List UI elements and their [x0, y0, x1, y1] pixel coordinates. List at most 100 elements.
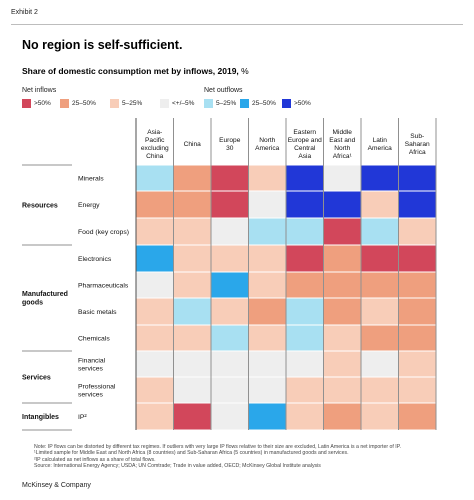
heatmap-cell [360, 164, 399, 192]
legend-swatch [160, 98, 169, 108]
heatmap-cell [210, 324, 249, 352]
legend-swatch [22, 98, 31, 108]
heatmap-cell [248, 164, 287, 192]
chart-title: No region is self-sufficient. [22, 38, 183, 52]
heatmap-cell [360, 350, 399, 378]
heatmap-cell [210, 244, 249, 273]
legend-swatch [60, 98, 69, 108]
row-label: Financial services [78, 357, 106, 372]
heatmap-cell [323, 217, 362, 246]
heatmap-cell [248, 217, 287, 246]
row-label: Professional services [78, 383, 116, 398]
heatmap-cell [323, 271, 362, 299]
heatmap-cell [173, 244, 212, 273]
footnote-note: Note: IP flows can be distorted by diffe… [34, 444, 401, 450]
heatmap-cell [398, 190, 437, 219]
heatmap-cell [210, 164, 249, 192]
heatmap-cell [285, 402, 324, 431]
heatmap-cell [135, 402, 174, 431]
legend-label: >50% [34, 99, 51, 107]
heatmap-cell [323, 190, 362, 219]
column-header: Middle East and North Africa¹ [329, 129, 355, 160]
heatmap-cell [173, 217, 212, 246]
footnotes: Note: IP flows can be distorted by diffe… [34, 444, 454, 470]
heatmap-cell [173, 190, 212, 219]
heatmap-cell [173, 376, 212, 404]
heatmap-cell [210, 297, 249, 326]
group-label: Resources [22, 202, 58, 209]
heatmap-cell [173, 271, 212, 299]
heatmap-cell [248, 271, 287, 299]
group-label: Services [22, 374, 51, 381]
heatmap-cell [173, 402, 212, 431]
heatmap-cell [210, 376, 249, 404]
column-header: Eastern Europe and Central Asia [288, 129, 322, 160]
legend-item: >50% [282, 98, 311, 108]
heatmap-cell [248, 244, 287, 273]
heatmap-cell [135, 350, 174, 378]
row-label: Pharmaceuticals [78, 282, 129, 289]
heatmap-cell [135, 190, 174, 219]
column-header: China [184, 141, 202, 148]
heatmap-cell [285, 324, 324, 352]
legend-inflows-label: Net inflows [22, 87, 57, 94]
heatmap-cell [398, 217, 437, 246]
heatmap-cell [398, 402, 437, 431]
heatmap-cell [323, 376, 362, 404]
legend-swatch [282, 98, 291, 108]
legend-label: 25–50% [72, 99, 96, 107]
heatmap-cell [285, 164, 324, 192]
heatmap-cell [285, 190, 324, 219]
heatmap-cell [285, 297, 324, 326]
heatmap-cell [323, 402, 362, 431]
legend-item: <+/–5% [160, 98, 194, 108]
column-header: North America [255, 137, 280, 152]
heatmap-cell [285, 271, 324, 299]
group-label: Intangibles [22, 414, 59, 421]
heatmap-cell [135, 217, 174, 246]
heatmap-cell [398, 164, 437, 192]
heatmap-cell [323, 350, 362, 378]
heatmap-cell [360, 217, 399, 246]
heatmap-cell [248, 350, 287, 378]
heatmap-cell [360, 376, 399, 404]
exhibit-label: Exhibit 2 [11, 9, 38, 16]
column-header: Asia-Pacific excluding China [141, 129, 169, 160]
row-label: Food (key crops) [78, 229, 129, 236]
heatmap-cell [285, 217, 324, 246]
legend-item: 5–25% [204, 98, 236, 108]
heatmap-cell [135, 324, 174, 352]
legend-swatch [204, 98, 213, 108]
heatmap-cell [173, 164, 212, 192]
row-label: Basic metals [78, 309, 117, 316]
heatmap-cell [210, 217, 249, 246]
heatmap-cell [248, 297, 287, 326]
group-label: Manufactured goods [22, 291, 68, 307]
heatmap-cell [360, 324, 399, 352]
heatmap-cell [135, 164, 174, 192]
legend-label: 25–50% [252, 99, 276, 107]
heatmap-cell [285, 244, 324, 273]
heatmap-cell [135, 297, 174, 326]
heatmap-cell [248, 402, 287, 431]
heatmap-cell [323, 324, 362, 352]
heatmap-cell [285, 376, 324, 404]
heatmap-cell [210, 271, 249, 299]
row-label: Chemicals [78, 335, 110, 342]
legend-label: 5–25% [122, 99, 143, 107]
heatmap-cell [360, 190, 399, 219]
heatmap-cell [173, 324, 212, 352]
column-header: Sub-Saharan Africa [405, 133, 430, 156]
brand-name: McKinsey & Company [22, 482, 91, 489]
column-header: Latin America [368, 137, 393, 152]
heatmap-cell [360, 297, 399, 326]
heatmap-cell [135, 244, 174, 273]
footnote-2: ²IP calculated as net inflows as a share… [34, 456, 156, 463]
legend-swatch [240, 98, 249, 108]
legend-label: >50% [294, 99, 311, 107]
heatmap-cell [398, 271, 437, 299]
heatmap-cell [210, 350, 249, 378]
legend-label: 5–25% [216, 99, 237, 107]
footnote-1: ¹Limited sample for Middle East and Nort… [34, 450, 349, 457]
heatmap-cell [210, 190, 249, 219]
